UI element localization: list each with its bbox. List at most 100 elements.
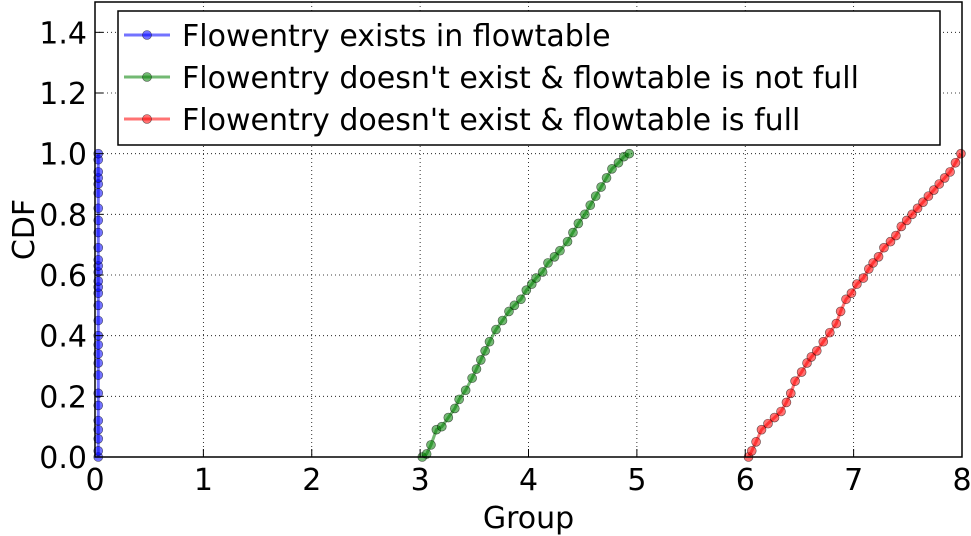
data-point	[790, 376, 800, 386]
x-tick-label: 8	[952, 463, 971, 498]
data-point	[934, 179, 945, 189]
data-point	[873, 251, 884, 262]
x-tick-label: 2	[302, 463, 321, 498]
data-point	[93, 415, 104, 426]
data-point	[421, 449, 432, 459]
data-point	[929, 185, 939, 195]
data-point	[543, 258, 553, 268]
series-1	[93, 148, 104, 462]
x-tick-label: 6	[736, 463, 755, 498]
data-point	[585, 200, 596, 211]
y-tick-label: 1.0	[39, 138, 87, 173]
legend-marker	[142, 114, 152, 124]
legend-marker	[142, 30, 152, 40]
x-tick-label: 1	[194, 463, 213, 498]
series-2	[417, 148, 635, 462]
data-point	[549, 251, 560, 262]
data-point	[471, 364, 482, 374]
data-point	[901, 215, 912, 226]
data-point	[426, 440, 436, 450]
data-point	[531, 273, 541, 283]
y-tick-label: 0.2	[39, 380, 87, 415]
data-point	[785, 388, 796, 399]
legend-box	[117, 10, 941, 146]
data-point	[601, 173, 612, 183]
data-point	[497, 315, 508, 326]
data-point	[796, 367, 807, 377]
data-point	[945, 167, 955, 177]
data-point	[484, 336, 495, 347]
axis-ticks: 0 1 2 3 4 5 6 7 8 0.0 0.2 0.4 0.6 0.8 1.0 1.2 1.4	[39, 16, 971, 498]
data-point	[891, 230, 901, 241]
data-point	[93, 300, 104, 311]
data-point	[93, 167, 104, 177]
data-point	[93, 215, 104, 226]
legend-label: Flowentry doesn't exist & flowtable is f…	[182, 103, 800, 138]
data-point	[806, 352, 817, 362]
x-tick-label: 7	[844, 463, 863, 498]
data-point	[555, 245, 565, 256]
y-tick-label: 0.6	[39, 259, 87, 294]
y-tick-label: 1.2	[39, 77, 87, 112]
data-point	[450, 403, 460, 414]
x-tick-label: 5	[627, 463, 646, 498]
y-tick-label: 0.8	[39, 198, 87, 233]
data-point	[467, 373, 477, 383]
data-point	[907, 209, 917, 220]
data-point	[896, 221, 907, 232]
series-layer	[93, 148, 966, 462]
data-point	[912, 203, 923, 214]
legend: Flowentry exists in flowtable Flowentry d…	[117, 10, 941, 146]
data-point	[811, 346, 822, 356]
data-point	[93, 255, 104, 265]
y-tick-label: 1.4	[39, 16, 87, 51]
data-point	[858, 273, 869, 283]
data-point	[568, 227, 578, 238]
data-point	[868, 258, 878, 268]
legend-label: Flowentry exists in flowtable	[182, 19, 611, 54]
data-point	[537, 267, 548, 277]
data-point	[454, 394, 464, 405]
data-point	[956, 148, 966, 159]
data-point	[93, 400, 104, 411]
x-tick-label: 3	[411, 463, 430, 498]
y-axis-label: CDF	[7, 199, 42, 260]
data-point	[460, 385, 471, 396]
data-point	[923, 191, 934, 201]
x-tick-label: 0	[85, 463, 104, 498]
data-point	[476, 355, 486, 365]
data-point	[818, 336, 829, 347]
data-point	[521, 285, 532, 295]
data-point	[93, 203, 104, 214]
data-point	[580, 209, 590, 220]
data-point	[573, 218, 584, 229]
data-point	[835, 306, 846, 317]
series-3	[743, 148, 966, 462]
data-point	[436, 421, 447, 432]
data-point	[939, 173, 950, 183]
data-point	[624, 148, 635, 159]
data-point	[846, 288, 857, 299]
data-point	[93, 315, 104, 326]
data-point	[776, 406, 786, 417]
data-point	[885, 236, 896, 247]
data-point	[831, 318, 842, 329]
data-point	[769, 412, 780, 423]
data-point	[93, 227, 104, 238]
data-point	[480, 346, 490, 356]
data-point	[509, 300, 520, 311]
data-point	[763, 418, 773, 429]
data-point	[491, 324, 501, 335]
data-point	[950, 157, 961, 168]
data-point	[918, 197, 928, 207]
data-point	[751, 437, 761, 447]
data-point	[93, 446, 104, 456]
data-point	[746, 446, 757, 456]
y-tick-label: 0.4	[39, 320, 87, 355]
legend-label: Flowentry doesn't exist & flowtable is n…	[182, 61, 859, 96]
data-point	[93, 242, 104, 253]
data-point	[879, 242, 889, 253]
x-tick-label: 4	[519, 463, 538, 498]
data-point	[516, 294, 526, 305]
